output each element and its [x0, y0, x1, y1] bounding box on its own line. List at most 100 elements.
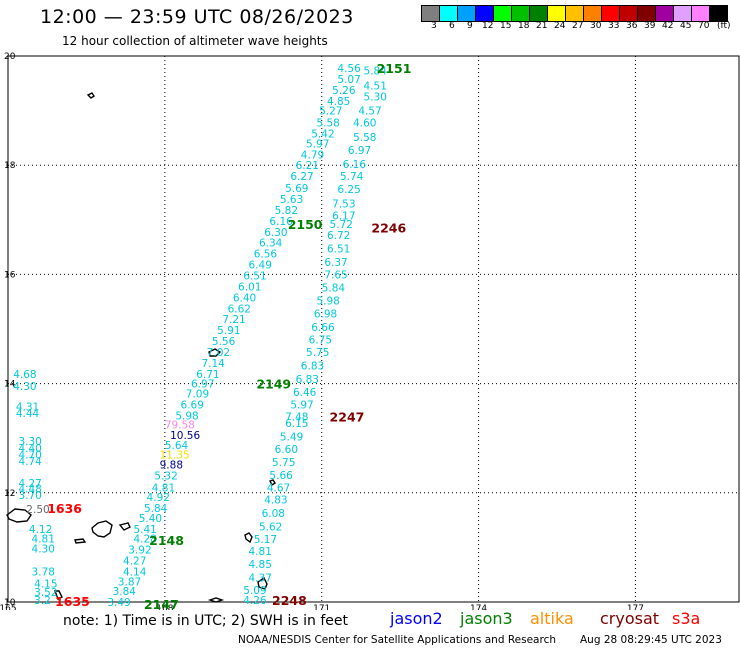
pass-id-label: 2246: [371, 220, 406, 235]
legend-label: 39: [644, 21, 656, 31]
mission-label: jason3: [460, 609, 513, 628]
island-outline: [53, 590, 63, 600]
legend-label: 36: [626, 21, 638, 31]
wave-height-label: 5.74: [340, 171, 364, 183]
wave-height-label: 5.41: [133, 524, 156, 536]
wave-height-label: 7.21: [222, 314, 245, 326]
page-subtitle: 12 hour collection of altimeter wave hei…: [62, 34, 328, 48]
wave-height-label: 6.15: [285, 418, 308, 430]
wave-height-label: 6.75: [309, 334, 332, 346]
wave-height-label: 6.71: [196, 369, 219, 381]
wave-height-label: 6.69: [181, 399, 204, 411]
legend-label: 27: [572, 21, 584, 31]
color-legend: [421, 5, 728, 22]
wave-height-label: 6.16: [269, 216, 293, 228]
wave-height-label: 5.75: [306, 347, 329, 359]
wave-height-label: 6.98: [314, 309, 337, 321]
footer-note: note: 1) Time is in UTC; 2) SWH is in fe…: [63, 613, 349, 629]
wave-height-label: 5.09: [243, 585, 266, 597]
island-outline: [269, 479, 276, 487]
wave-height-label: 7.48: [285, 411, 308, 423]
wave-height-label: 5.84: [364, 66, 388, 78]
lat-tick-label: 10: [4, 598, 16, 608]
legend-label: 3: [431, 21, 437, 31]
wave-height-label: 4.14: [123, 566, 147, 578]
wave-height-label: 3.30: [18, 436, 41, 448]
lon-tick-label: 177: [627, 604, 644, 610]
wave-height-label: 4.79: [301, 149, 324, 161]
lat-tick-label: 18: [4, 161, 16, 171]
pass-id-label: 2247: [330, 409, 365, 424]
wave-height-label: 4.92: [147, 492, 170, 504]
island-outline: [208, 348, 222, 357]
page-title: 12:00 — 23:59 UTC 08/26/2023: [40, 6, 354, 28]
wave-height-label: 6.97: [348, 145, 371, 157]
map-frame: [7, 55, 740, 603]
legend-label: 70: [698, 21, 710, 31]
wave-height-label: 6.97: [191, 379, 214, 391]
legend-label: 24: [554, 21, 566, 31]
wave-height-label: 5.66: [269, 470, 293, 482]
wave-height-label: 5.58: [316, 118, 339, 130]
wave-height-label: 6.37: [324, 257, 347, 269]
wave-height-label: 4.85: [249, 559, 272, 571]
wave-height-label: 10.56: [170, 430, 200, 442]
pass-id-label: 1635: [55, 594, 90, 609]
wave-height-label: 6.51: [243, 270, 266, 282]
wave-height-label: 6.16: [343, 159, 367, 171]
wave-height-label: 7.02: [207, 347, 230, 359]
wave-height-label: 4.56: [337, 63, 361, 75]
legend-swatch: [709, 5, 728, 22]
wave-height-label: 4.51: [364, 80, 387, 92]
pass-id-label: 2149: [256, 377, 291, 392]
wave-height-label: 5.84: [322, 283, 346, 295]
wave-height-label: 5.17: [254, 534, 277, 546]
wave-height-label: 11.35: [160, 450, 190, 462]
wave-height-label: 4.68: [13, 369, 36, 381]
wave-height-label: 6.72: [327, 230, 350, 242]
wave-height-label: 3.49: [107, 597, 130, 609]
island-outline: [91, 520, 113, 538]
wave-height-label: 5.98: [175, 410, 198, 422]
wave-height-label: 5.27: [319, 106, 342, 118]
wave-height-label: 4.83: [264, 494, 287, 506]
wave-height-label: 4.31: [16, 402, 39, 414]
wave-height-label: 5.84: [144, 503, 168, 515]
wave-height-label: 6.66: [311, 322, 335, 334]
wave-height-label: 6.62: [228, 303, 251, 315]
mission-label: altika: [530, 609, 574, 628]
wave-height-label: 7.09: [186, 388, 209, 400]
wave-height-label: 5.62: [259, 522, 282, 534]
wave-height-label: 5.30: [364, 91, 387, 103]
wave-height-label: 6.83: [296, 374, 319, 386]
lat-tick-label: 20: [4, 52, 16, 62]
mission-label: s3a: [672, 609, 701, 628]
wave-height-label: 6.49: [249, 260, 272, 272]
wave-height-label: 4.27: [123, 556, 146, 568]
wave-height-label: 4.57: [358, 106, 381, 118]
wave-height-label: 3.92: [128, 545, 151, 557]
legend-label: 21: [536, 21, 548, 31]
wave-height-label: 4.60: [353, 118, 376, 130]
wave-height-label: 5.49: [280, 432, 303, 444]
wave-height-label: 5.82: [275, 205, 298, 217]
wave-height-label: 5.97: [306, 138, 329, 150]
wave-height-label: 4.27: [18, 478, 41, 490]
lon-tick-label: 171: [313, 604, 330, 610]
wave-height-label: 5.42: [311, 129, 334, 141]
island-outline: [86, 92, 95, 99]
wave-height-label: 6.01: [238, 281, 261, 293]
lon-tick-label: 165: [0, 604, 17, 610]
wave-height-label: 5.97: [290, 399, 313, 411]
wave-height-label: 6.56: [254, 249, 278, 261]
wave-height-label: 5.32: [154, 470, 177, 482]
wave-height-label: 4.26: [243, 595, 267, 607]
island-outline: [74, 538, 87, 544]
wave-height-label: 4.67: [267, 482, 290, 494]
wave-height-label: 3.84: [113, 586, 137, 598]
island-outline: [118, 522, 131, 531]
lon-tick-label: 168: [156, 604, 173, 610]
wave-height-label: 5.07: [337, 74, 360, 86]
island-outline: [257, 576, 268, 590]
wave-height-label: 7.65: [324, 269, 347, 281]
